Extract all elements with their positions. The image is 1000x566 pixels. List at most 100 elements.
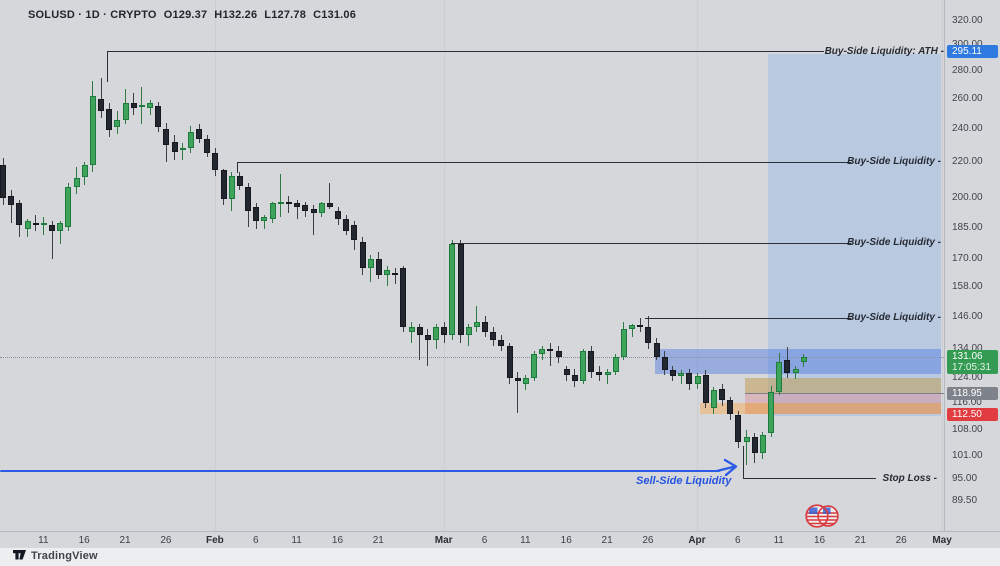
price-tick: 101.00 xyxy=(952,449,983,461)
chart-canvas[interactable]: Buy-Side Liquidity: ATH - Buy-Side Liquid… xyxy=(0,0,944,531)
price-tick: 108.00 xyxy=(952,424,983,436)
candle-body xyxy=(751,436,758,454)
candle-body xyxy=(253,207,260,221)
candle-body xyxy=(49,225,55,232)
tradingview-label: TradingView xyxy=(31,550,98,562)
candle-body xyxy=(580,351,587,381)
low-price-label: 112.50 xyxy=(947,407,998,421)
candle-body xyxy=(596,371,603,375)
sell-side-arrowhead xyxy=(717,458,738,477)
candle-body xyxy=(310,209,317,214)
candle-body xyxy=(522,377,529,384)
buy-side-liquidity-146-label[interactable]: Buy-Side Liquidity - xyxy=(847,312,941,324)
candle-body xyxy=(408,326,415,332)
stop-loss-line[interactable] xyxy=(743,478,876,480)
price-tick: 170.00 xyxy=(952,253,983,265)
candle-wick xyxy=(631,324,633,338)
candle-body xyxy=(571,374,578,381)
price-tick: 280.00 xyxy=(952,65,983,77)
candle-body xyxy=(768,391,774,434)
buy-side-liquidity-ath-line[interactable] xyxy=(107,51,824,53)
candle-body xyxy=(678,373,685,377)
entry-level-line[interactable] xyxy=(745,393,944,395)
tradingview-attribution[interactable]: TradingView xyxy=(13,550,98,562)
candle-body xyxy=(81,165,88,178)
candle-body xyxy=(285,201,292,204)
candle-wick xyxy=(59,221,61,244)
price-tick: 220.00 xyxy=(952,156,983,168)
demand-zone-tan[interactable] xyxy=(745,377,941,394)
price-tick: 134.00 xyxy=(952,343,983,355)
symbol-title: SOLUSD · 1D · CRYPTO xyxy=(28,9,157,21)
time-axis[interactable]: 11 16 21 26 Feb 6 11 16 21 Mar 6 11 16 21 26 Apr 6 11 16 21… xyxy=(0,531,1000,549)
candle-body xyxy=(24,221,31,230)
sell-side-liquidity-label[interactable]: Sell-Side Liquidity xyxy=(636,475,732,488)
candle-body xyxy=(433,326,439,341)
price-tick: 89.50 xyxy=(952,495,978,507)
buy-side-liquidity-220-anchor xyxy=(237,161,239,173)
candle-body xyxy=(0,165,6,198)
day-tick: 6 xyxy=(252,535,259,546)
ohlc-open: O129.37 xyxy=(163,9,208,21)
buy-side-liquidity-146-line[interactable] xyxy=(645,317,851,319)
day-tick: 21 xyxy=(372,535,384,546)
month-tick: Mar xyxy=(434,535,453,546)
buy-side-liquidity-177-line[interactable] xyxy=(451,242,851,244)
candle-body xyxy=(800,357,807,362)
candle-body xyxy=(212,153,219,171)
last-price-dotted-line xyxy=(0,356,944,358)
demand-zone-orange-left[interactable] xyxy=(700,402,745,415)
candle-body xyxy=(555,351,562,358)
candle-wick xyxy=(263,215,265,230)
day-tick: 21 xyxy=(119,535,131,546)
candle-body xyxy=(441,326,448,335)
candle-body xyxy=(539,348,546,355)
day-tick: 16 xyxy=(78,535,90,546)
candle-body xyxy=(73,177,80,187)
candle-body xyxy=(220,170,227,200)
candle-body xyxy=(669,370,676,377)
demand-zone-orange[interactable] xyxy=(745,402,941,415)
day-tick: 11 xyxy=(773,535,784,546)
day-tick: 16 xyxy=(331,535,344,546)
price-tick: 240.00 xyxy=(952,123,983,135)
candle-body xyxy=(710,390,717,408)
candle-body xyxy=(686,373,693,384)
candle-body xyxy=(604,371,611,375)
buy-side-liquidity-177-label[interactable]: Buy-Side Liquidity - xyxy=(847,237,941,249)
price-tick: 200.00 xyxy=(952,192,983,204)
candle-body xyxy=(792,368,799,374)
candle-body xyxy=(776,361,783,392)
stop-loss-anchor xyxy=(743,446,745,479)
stop-loss-label[interactable]: Stop Loss - xyxy=(882,472,937,484)
candle-body xyxy=(8,195,15,206)
candle-body xyxy=(482,321,488,333)
candle-wick xyxy=(607,368,609,384)
candle-body xyxy=(359,241,366,268)
buy-side-liquidity-220-line[interactable] xyxy=(237,161,851,163)
candle-body xyxy=(335,211,341,219)
candle-wick xyxy=(149,100,151,116)
candle-wick xyxy=(313,205,314,236)
candle-body xyxy=(563,368,570,375)
price-tick: 124.00 xyxy=(952,372,983,384)
ohlc-high: H132.26 xyxy=(214,9,258,21)
sell-side-liquidity-line[interactable] xyxy=(0,470,720,473)
day-tick: 11 xyxy=(291,535,302,546)
buy-side-liquidity-ath-label[interactable]: Buy-Side Liquidity: ATH - xyxy=(824,45,944,57)
price-axis[interactable]: 320.00300.00280.00260.00240.00220.00200.… xyxy=(944,0,1000,531)
buy-side-liquidity-220-label[interactable]: Buy-Side Liquidity - xyxy=(847,156,941,168)
candle-body xyxy=(531,354,537,378)
symbol-legend[interactable]: SOLUSD · 1D · CRYPTO O129.37 H132.26 L127.7… xyxy=(28,9,363,21)
ohlc-close: C131.06 xyxy=(313,9,357,21)
projection-backdrop[interactable] xyxy=(768,53,941,416)
month-gridline xyxy=(942,0,944,531)
candle-body xyxy=(98,98,104,111)
price-tick: 95.00 xyxy=(952,472,978,484)
price-tick: 185.00 xyxy=(952,221,983,233)
candle-body xyxy=(743,436,750,443)
candle-wick xyxy=(370,254,372,282)
demand-zone-pink[interactable] xyxy=(745,393,941,403)
month-gridline xyxy=(214,0,216,531)
candle-body xyxy=(506,345,513,378)
